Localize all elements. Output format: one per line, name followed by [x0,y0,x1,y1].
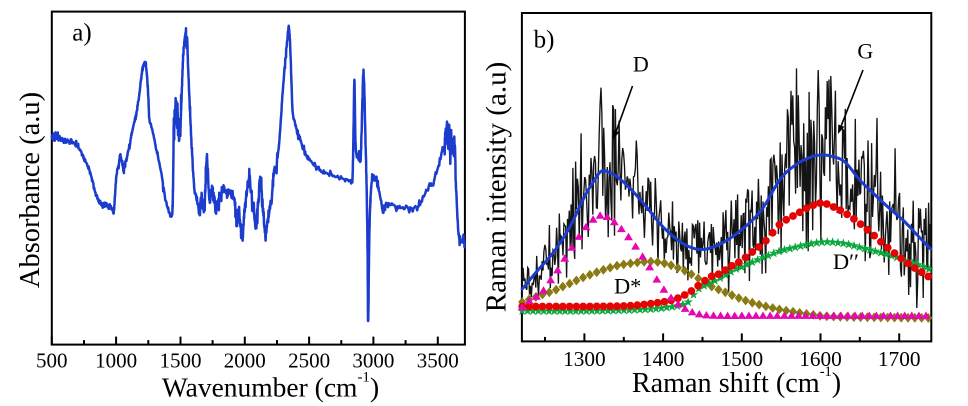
svg-text:2000: 2000 [224,348,266,372]
svg-text:1500: 1500 [721,347,764,371]
svg-text:D*: D* [614,273,641,298]
svg-text:a): a) [72,20,91,47]
svg-text:3500: 3500 [417,348,459,372]
svg-text:2500: 2500 [288,348,330,372]
svg-text:1700: 1700 [878,347,921,371]
svg-text:D: D [633,52,649,77]
svg-text:Absorbance (a.u): Absorbance (a.u) [15,92,46,288]
svg-text:1300: 1300 [563,347,606,371]
svg-text:1600: 1600 [799,347,842,371]
svg-text:3000: 3000 [352,348,394,372]
svg-text:1000: 1000 [95,348,137,372]
svg-text:b): b) [534,26,555,53]
svg-text:1400: 1400 [642,347,685,371]
svg-text:Raman shift (cm-1): Raman shift (cm-1) [632,364,841,399]
svg-text:Raman intensity (a.u): Raman intensity (a.u) [481,62,513,312]
svg-text:1500: 1500 [160,348,202,372]
svg-text:Wavenumber (cm-1): Wavenumber (cm-1) [162,370,379,403]
svg-text:G: G [857,39,873,64]
svg-text:500: 500 [36,348,68,372]
svg-text:D′′: D′′ [833,249,859,274]
